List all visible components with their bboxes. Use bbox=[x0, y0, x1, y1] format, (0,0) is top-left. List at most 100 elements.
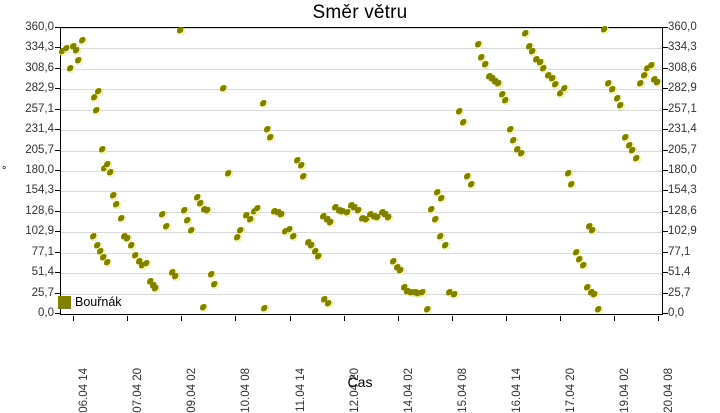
data-point bbox=[315, 252, 324, 261]
gridline bbox=[61, 69, 662, 70]
data-point bbox=[204, 206, 213, 215]
data-point bbox=[513, 145, 522, 154]
data-point bbox=[576, 255, 585, 264]
data-point bbox=[93, 241, 102, 250]
x-tick-mark bbox=[127, 316, 128, 321]
data-point bbox=[632, 155, 641, 164]
data-point bbox=[436, 232, 445, 241]
y-tick-mark bbox=[663, 170, 668, 171]
legend: Bouřnák bbox=[56, 291, 124, 313]
y-tick-label: 180,0 bbox=[668, 164, 697, 176]
data-point bbox=[325, 299, 334, 308]
data-point bbox=[608, 85, 617, 94]
data-point bbox=[97, 248, 106, 257]
data-point bbox=[311, 248, 320, 257]
y-tick-label: 334,3 bbox=[668, 41, 697, 53]
data-point bbox=[263, 125, 272, 134]
data-point bbox=[110, 192, 119, 201]
data-point bbox=[103, 259, 112, 268]
y-tick-label: 205,7 bbox=[668, 144, 697, 156]
data-point bbox=[90, 232, 99, 241]
data-point bbox=[474, 40, 483, 49]
x-tick-mark bbox=[560, 316, 561, 321]
data-point bbox=[629, 147, 638, 156]
y-axis-labels-right: 0,0 25,7 51,4 77,1 102,9 128,6 154,3 180,0 205,7… bbox=[663, 21, 718, 319]
y-tick-label: 360,0 bbox=[668, 21, 697, 33]
y-tick-label: 51,4 bbox=[31, 266, 54, 278]
data-point bbox=[66, 64, 75, 73]
data-point bbox=[389, 257, 398, 266]
data-point bbox=[99, 146, 108, 155]
y-tick-mark bbox=[663, 190, 668, 191]
data-point bbox=[548, 74, 557, 83]
data-point bbox=[572, 248, 581, 257]
data-point bbox=[540, 65, 549, 74]
x-axis-ticks bbox=[60, 316, 663, 322]
y-tick-label: 0,0 bbox=[668, 307, 684, 319]
gridline bbox=[61, 273, 662, 274]
gridline bbox=[61, 191, 662, 192]
data-point bbox=[343, 209, 352, 218]
y-tick-label: 282,9 bbox=[668, 82, 697, 94]
y-tick-label: 25,7 bbox=[668, 287, 691, 299]
data-point bbox=[200, 304, 209, 313]
y-tick-mark bbox=[663, 150, 668, 151]
data-point bbox=[481, 61, 490, 70]
data-point bbox=[428, 205, 437, 214]
y-tick-label: 102,9 bbox=[668, 225, 697, 237]
y-tick-mark bbox=[55, 313, 60, 314]
data-point bbox=[423, 306, 432, 315]
data-point bbox=[112, 201, 121, 210]
data-point bbox=[446, 288, 455, 297]
y-tick-mark bbox=[663, 109, 668, 110]
data-point bbox=[159, 211, 168, 220]
data-point bbox=[591, 290, 600, 299]
y-tick-mark bbox=[663, 252, 668, 253]
y-tick-mark bbox=[663, 272, 668, 273]
data-point bbox=[184, 217, 193, 226]
scatter-points bbox=[59, 25, 663, 315]
y-tick-label: 77,1 bbox=[31, 246, 54, 258]
data-point bbox=[654, 78, 663, 87]
gridline bbox=[61, 48, 662, 49]
data-point bbox=[522, 30, 531, 39]
data-point bbox=[385, 213, 394, 222]
data-point bbox=[207, 271, 216, 280]
data-point bbox=[172, 272, 181, 281]
y-tick-label: 231,4 bbox=[25, 123, 54, 135]
y-tick-label: 205,7 bbox=[25, 144, 54, 156]
data-point bbox=[298, 162, 306, 171]
data-point bbox=[321, 295, 330, 304]
gridline bbox=[61, 294, 662, 295]
data-point bbox=[418, 288, 427, 297]
x-tick-mark bbox=[73, 316, 74, 321]
data-point bbox=[595, 306, 604, 315]
data-point bbox=[339, 207, 348, 216]
y-tick-mark bbox=[55, 272, 60, 273]
data-point bbox=[502, 97, 511, 106]
y-tick-mark bbox=[663, 68, 668, 69]
y-tick-label: 308,6 bbox=[25, 62, 54, 74]
data-point bbox=[300, 173, 309, 182]
data-point bbox=[142, 259, 151, 268]
y-tick-label: 180,0 bbox=[25, 164, 54, 176]
data-point bbox=[100, 253, 109, 262]
data-point bbox=[127, 242, 136, 251]
y-tick-mark bbox=[663, 27, 668, 28]
data-point bbox=[104, 160, 113, 169]
data-point bbox=[459, 118, 468, 127]
y-tick-mark bbox=[55, 129, 60, 130]
data-point bbox=[211, 281, 220, 290]
data-point bbox=[63, 44, 71, 53]
y-tick-mark bbox=[55, 27, 60, 28]
data-point bbox=[450, 290, 459, 299]
plot-area bbox=[59, 25, 663, 315]
data-point bbox=[220, 85, 229, 94]
data-point bbox=[564, 170, 573, 179]
y-tick-mark bbox=[663, 129, 668, 130]
legend-swatch-bournak bbox=[58, 295, 71, 309]
data-point bbox=[308, 242, 317, 251]
y-tick-mark bbox=[55, 190, 60, 191]
x-tick-mark bbox=[290, 316, 291, 321]
